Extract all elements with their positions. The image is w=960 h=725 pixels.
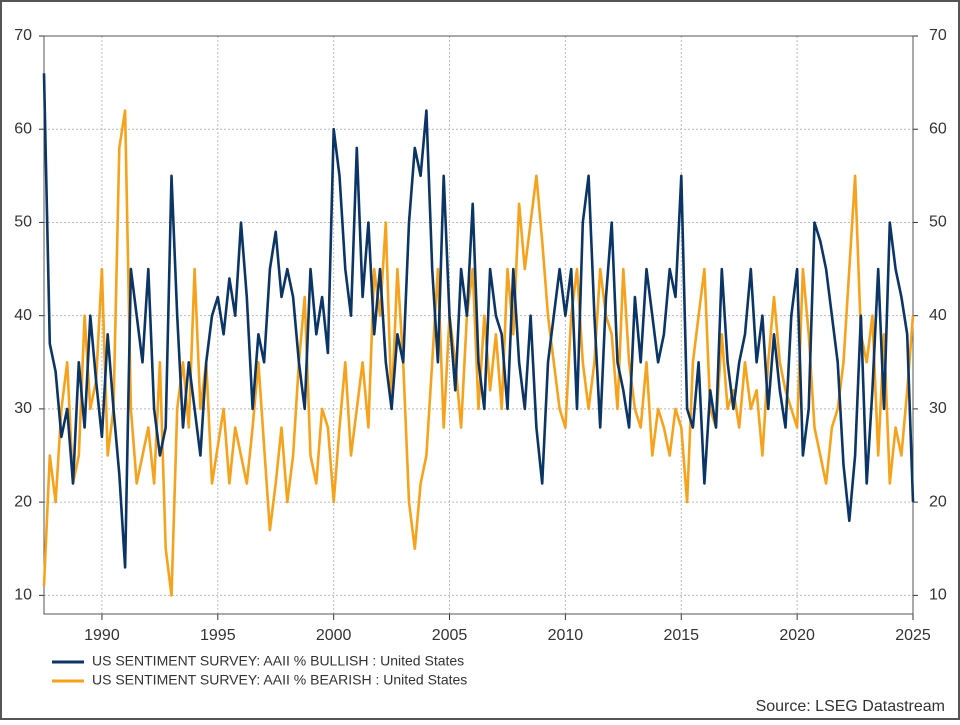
x-tick-label: 2020 [779,627,815,644]
legend-label: US SENTIMENT SURVEY: AAII % BULLISH : Un… [92,653,464,669]
y2-tick-label: 60 [929,120,947,137]
series-line [42,109,915,597]
source: Source: LSEG Datastream [756,698,945,715]
x-tick-label: 2005 [432,627,468,644]
x-tick-label: 1990 [84,627,120,644]
x-tick-label: 1995 [200,627,236,644]
y-tick-label: 50 [14,214,32,231]
y2-tick-label: 20 [929,493,947,510]
x-tick-label: 2015 [663,627,699,644]
y-tick-label: 20 [14,493,32,510]
legend-label: US SENTIMENT SURVEY: AAII % BEARISH : Un… [92,672,467,688]
series-line [42,73,915,569]
y-tick-label: 10 [14,587,32,604]
y-tick-label: 40 [14,307,32,324]
x-tick-label: 2025 [895,627,931,644]
y2-tick-label: 10 [929,587,947,604]
y-tick-label: 70 [14,27,32,44]
y-tick-label: 60 [14,120,32,137]
y-tick-label: 30 [14,400,32,417]
x-tick-label: 2010 [548,627,584,644]
x-tick-label: 2000 [316,627,352,644]
y2-tick-label: 30 [929,400,947,417]
y2-tick-label: 70 [929,27,947,44]
y2-tick-label: 40 [929,307,947,324]
y2-tick-label: 50 [929,214,947,231]
